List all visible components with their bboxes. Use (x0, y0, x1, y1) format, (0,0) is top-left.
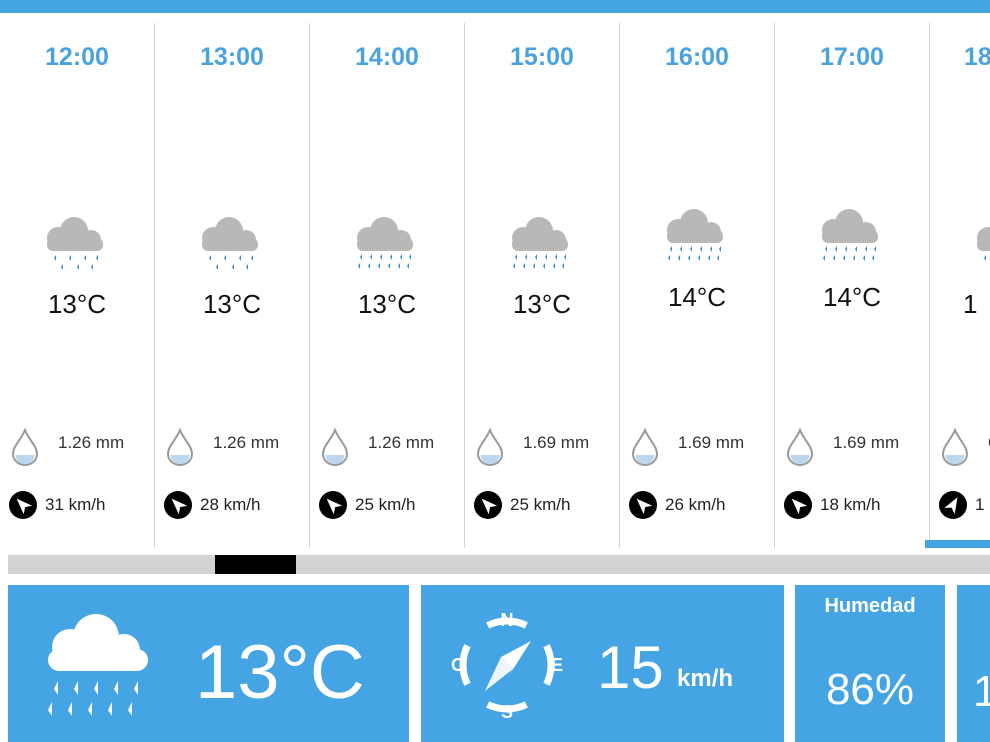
wind-speed-value: 26 km/h (665, 495, 726, 514)
wind-direction-icon (939, 491, 967, 519)
hour-temperature: 13°C (512, 289, 572, 319)
hourly-forecast-strip[interactable]: 12:00 13°C 1.26 mm 31 km/h 13:00 13°C 1.… (0, 13, 990, 548)
compass-icon: N E S O (451, 610, 563, 722)
hour-column[interactable]: 14:00 13°C 1.26 mm 25 km/h (310, 23, 465, 548)
next-metric-panel: 1 (957, 585, 990, 742)
humidity-label: Humedad (824, 595, 916, 617)
hour-column[interactable]: 18 1 6 1 (930, 23, 990, 548)
wind-speed-value: 18 km/h (820, 495, 881, 514)
hour-temperature: 13°C (357, 289, 417, 319)
rain-cloud-icon (202, 217, 258, 270)
rain-cloud-icon (512, 217, 568, 269)
wind-direction-icon (629, 491, 657, 519)
wind-direction-icon (164, 491, 192, 519)
hour-temperature: 14°C (822, 282, 882, 312)
rain-cloud-icon (357, 217, 413, 269)
water-drop-icon (476, 428, 504, 466)
hour-column[interactable]: 17:00 14°C 1.69 mm 18 km/h (775, 23, 930, 548)
precipitation-value: 1.69 mm (678, 433, 745, 452)
hour-time: 17:00 (820, 43, 884, 71)
hour-column[interactable]: 13:00 13°C 1.26 mm 28 km/h (155, 23, 310, 548)
precipitation-value: 1.69 mm (523, 433, 590, 452)
water-drop-icon (321, 428, 349, 466)
current-wind-speed: 15 (597, 634, 664, 701)
hour-time: 18 (964, 43, 990, 71)
horizontal-scrollbar[interactable] (8, 555, 990, 574)
scrollbar-thumb[interactable] (215, 555, 296, 574)
rain-cloud-icon (977, 227, 990, 261)
current-weather-panel: 13°C (8, 585, 409, 742)
wind-speed-value: 1 (975, 495, 985, 514)
water-drop-icon (941, 428, 969, 466)
hour-time: 15:00 (510, 43, 574, 71)
wind-direction-icon (319, 491, 347, 519)
compass-north: N (501, 610, 514, 630)
precipitation-value: 1.69 mm (833, 433, 900, 452)
compass-west: O (451, 655, 465, 675)
compass-east: E (551, 655, 563, 675)
next-metric-value: 1 (973, 667, 990, 716)
current-wind-unit: km/h (677, 665, 734, 692)
hour-column[interactable]: 12:00 13°C 1.26 mm 31 km/h (0, 23, 155, 548)
current-temperature: 13°C (195, 630, 365, 715)
hour-temperature: 13°C (202, 289, 262, 319)
humidity-panel: Humedad 86% (795, 585, 945, 742)
rain-cloud-icon (667, 209, 723, 261)
wind-speed-value: 31 km/h (45, 495, 106, 514)
wind-direction-icon (474, 491, 502, 519)
precipitation-value: 6 (988, 433, 990, 453)
wind-speed-value: 25 km/h (355, 495, 416, 514)
water-drop-icon (166, 428, 194, 466)
active-hour-indicator (925, 540, 990, 548)
rain-cloud-icon (47, 217, 103, 270)
precipitation-value: 1.26 mm (58, 433, 125, 452)
rain-cloud-icon (48, 614, 148, 716)
precipitation-value: 1.26 mm (368, 433, 435, 452)
hour-temperature: 13°C (47, 289, 107, 319)
hour-time: 16:00 (665, 43, 729, 71)
humidity-value: 86% (825, 665, 915, 714)
hour-time: 14:00 (355, 43, 419, 71)
wind-speed-value: 28 km/h (200, 495, 261, 514)
wind-direction-icon (784, 491, 812, 519)
wind-direction-icon (9, 491, 37, 519)
water-drop-icon (11, 428, 39, 466)
compass-south: S (501, 702, 513, 722)
wind-speed-value: 25 km/h (510, 495, 571, 514)
precipitation-value: 1.26 mm (213, 433, 280, 452)
hour-column[interactable]: 15:00 13°C 1.69 mm 25 km/h (465, 23, 620, 548)
current-wind-panel: N E S O 15 km/h (421, 585, 784, 742)
rain-cloud-icon (822, 209, 878, 261)
water-drop-icon (631, 428, 659, 466)
hour-temperature: 14°C (667, 282, 727, 312)
top-accent-bar (0, 0, 990, 13)
water-drop-icon (786, 428, 814, 466)
hour-time: 13:00 (200, 43, 264, 71)
hour-time: 12:00 (45, 43, 109, 71)
hour-column[interactable]: 16:00 14°C 1.69 mm 26 km/h (620, 23, 775, 548)
hour-temperature: 1 (963, 289, 978, 319)
